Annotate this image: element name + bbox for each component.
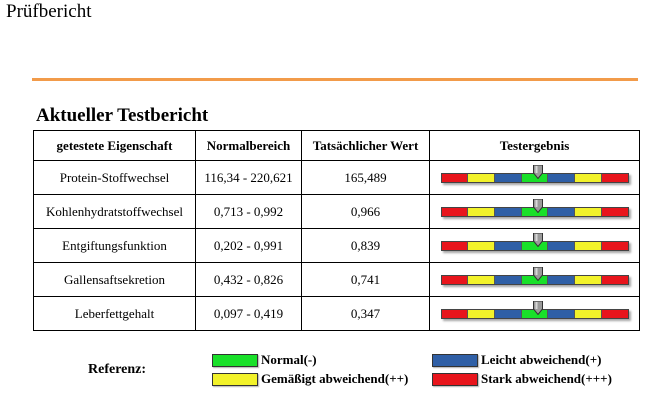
legend-swatch-red	[432, 372, 478, 386]
results-table: getestete Eigenschaft Normalbereich Tats…	[33, 130, 640, 331]
gauge-segment-yellow	[574, 275, 601, 284]
cell-property: Kohlenhydratstoffwechsel	[33, 194, 196, 229]
legend-label-normal: Normal(-)	[261, 352, 317, 367]
gauge-segment-blue	[493, 207, 521, 216]
cell-property: Gallensaftsekretion	[33, 262, 196, 297]
gauge-segment-green	[520, 207, 548, 216]
legend-swatch-blue	[432, 353, 478, 367]
table-header-row: getestete Eigenschaft Normalbereich Tats…	[33, 130, 640, 161]
gauge-segment-yellow	[574, 207, 601, 216]
page-title: Prüfbericht	[6, 1, 92, 22]
gauge-marker-icon	[533, 266, 544, 281]
result-gauge	[440, 266, 629, 285]
cell-property: Leberfettgehalt	[33, 296, 196, 331]
table-row: Entgiftungsfunktion 0,202 - 0,991 0,839	[33, 228, 640, 263]
header-result: Testergebnis	[429, 130, 640, 161]
gauge-segment-red	[441, 275, 468, 284]
gauge-segment-green	[520, 309, 548, 318]
gauge-segment-red	[600, 275, 628, 284]
result-gauge	[440, 232, 629, 251]
gauge-segment-red	[441, 309, 468, 318]
gauge-segment-red	[600, 207, 628, 216]
legend-item-moderate: Gemäßigt abweichend(++)	[212, 371, 408, 387]
gauge-segment-yellow	[574, 241, 601, 250]
cell-value: 0,839	[301, 228, 430, 263]
legend-item-normal: Normal(-)	[212, 352, 317, 368]
cell-result	[429, 228, 640, 263]
gauge-segment-blue	[547, 309, 575, 318]
legend-item-slight: Leicht abweichend(+)	[432, 352, 601, 368]
cell-range: 0,432 - 0,826	[195, 262, 302, 297]
gauge-segment-yellow	[467, 275, 494, 284]
legend-title: Referenz:	[88, 362, 147, 377]
gauge-segment-blue	[547, 275, 575, 284]
gauge-segment-red	[441, 241, 468, 250]
gauge-segment-red	[441, 173, 468, 182]
gauge-marker-icon	[533, 198, 544, 213]
gauge-segment-green	[520, 241, 548, 250]
header-property: getestete Eigenschaft	[33, 130, 196, 161]
gauge-segment-yellow	[574, 309, 601, 318]
gauge-segment-blue	[493, 241, 521, 250]
legend-swatch-green	[212, 353, 258, 367]
header-range: Normalbereich	[195, 130, 302, 161]
cell-result	[429, 296, 640, 331]
gauge-segment-green	[520, 173, 548, 182]
cell-range: 0,097 - 0,419	[195, 296, 302, 331]
legend-label-strong: Stark abweichend(+++)	[481, 371, 612, 386]
cell-value: 0,741	[301, 262, 430, 297]
cell-value: 0,966	[301, 194, 430, 229]
table-row: Gallensaftsekretion 0,432 - 0,826 0,741	[33, 262, 640, 297]
gauge-segment-blue	[547, 207, 575, 216]
gauge-segment-red	[600, 309, 628, 318]
gauge-segment-yellow	[467, 309, 494, 318]
gauge-segment-yellow	[574, 173, 601, 182]
gauge-segment-green	[520, 275, 548, 284]
result-gauge	[440, 198, 629, 217]
gauge-segment-red	[600, 173, 628, 182]
cell-value: 165,489	[301, 160, 430, 195]
cell-range: 116,34 - 220,621	[195, 160, 302, 195]
divider	[32, 78, 638, 81]
gauge-marker-icon	[533, 300, 544, 315]
gauge-segment-red	[600, 241, 628, 250]
cell-range: 0,202 - 0,991	[195, 228, 302, 263]
cell-value: 0,347	[301, 296, 430, 331]
table-row: Leberfettgehalt 0,097 - 0,419 0,347	[33, 296, 640, 331]
table-row: Protein-Stoffwechsel 116,34 - 220,621 165,…	[33, 160, 640, 195]
cell-result	[429, 262, 640, 297]
gauge-segment-yellow	[467, 207, 494, 216]
result-gauge	[440, 300, 629, 319]
gauge-segment-yellow	[467, 241, 494, 250]
cell-range: 0,713 - 0,992	[195, 194, 302, 229]
gauge-segment-red	[441, 207, 468, 216]
table-row: Kohlenhydratstoffwechsel 0,713 - 0,992 0,9…	[33, 194, 640, 229]
report-heading: Aktueller Testbericht	[36, 105, 209, 126]
legend-swatch-yellow	[212, 372, 258, 386]
gauge-segment-blue	[493, 309, 521, 318]
result-gauge	[440, 164, 629, 183]
gauge-segment-yellow	[467, 173, 494, 182]
cell-result	[429, 194, 640, 229]
gauge-marker-icon	[533, 232, 544, 247]
legend-label-moderate: Gemäßigt abweichend(++)	[261, 371, 409, 386]
cell-property: Entgiftungsfunktion	[33, 228, 196, 263]
gauge-segment-blue	[493, 173, 521, 182]
gauge-marker-icon	[533, 164, 544, 179]
legend-label-slight: Leicht abweichend(+)	[481, 352, 602, 367]
cell-result	[429, 160, 640, 195]
legend-item-strong: Stark abweichend(+++)	[432, 371, 612, 387]
gauge-segment-blue	[493, 275, 521, 284]
gauge-segment-blue	[547, 173, 575, 182]
cell-property: Protein-Stoffwechsel	[33, 160, 196, 195]
header-value: Tatsächlicher Wert	[301, 130, 430, 161]
gauge-segment-blue	[547, 241, 575, 250]
